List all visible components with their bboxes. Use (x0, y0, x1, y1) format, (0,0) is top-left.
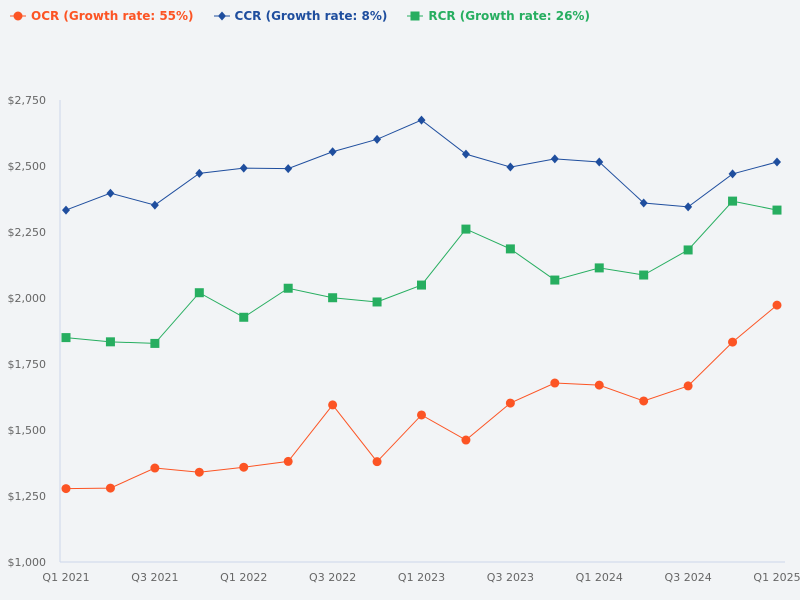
y-tick-label: $2,000 (8, 292, 47, 305)
x-tick-label: Q3 2022 (309, 571, 356, 584)
data-point (105, 483, 115, 493)
series-circle (61, 300, 782, 494)
data-point (461, 149, 470, 159)
data-point (505, 398, 515, 408)
y-tick-label: $1,500 (8, 424, 47, 437)
data-point (195, 168, 204, 178)
series-diamond (62, 115, 781, 215)
data-point (772, 300, 782, 310)
x-tick-label: Q3 2021 (131, 571, 178, 584)
data-point (550, 154, 559, 164)
data-point (372, 457, 382, 467)
data-point (594, 380, 604, 390)
x-tick-label: Q1 2022 (220, 571, 267, 584)
data-point (461, 435, 471, 445)
data-point (373, 134, 382, 144)
data-point (639, 198, 648, 208)
y-tick-label: $2,500 (8, 160, 47, 173)
y-tick-label: $2,250 (8, 226, 47, 239)
series-line (65, 304, 778, 490)
data-point (639, 270, 649, 280)
legend-label: OCR (Growth rate: 55%) (31, 9, 194, 23)
data-point (61, 484, 71, 494)
legend-diamond-icon (213, 11, 230, 21)
y-tick-label: $1,250 (8, 490, 47, 503)
legend-marker (13, 11, 23, 21)
series-line (65, 119, 778, 211)
data-point (150, 338, 160, 348)
x-tick-label: Q3 2023 (487, 571, 534, 584)
x-tick-label: Q1 2021 (42, 571, 89, 584)
data-point (728, 196, 738, 206)
data-point (62, 205, 70, 215)
data-point (284, 164, 293, 174)
data-point (150, 200, 159, 210)
data-point (461, 224, 471, 234)
data-point (728, 169, 737, 179)
data-point (595, 157, 604, 167)
data-point (505, 244, 515, 254)
legend: OCR (Growth rate: 55%) CCR (Growth rate: … (10, 9, 590, 23)
y-tick-label: $1,750 (8, 358, 47, 371)
data-point (150, 463, 160, 473)
data-point (194, 288, 204, 298)
legend-label: CCR (Growth rate: 8%) (234, 9, 388, 23)
data-point (683, 381, 693, 391)
y-tick-label: $1,000 (8, 556, 47, 569)
series-square (61, 196, 782, 348)
legend-square-icon (407, 11, 424, 21)
data-point (239, 462, 249, 472)
data-point (372, 297, 382, 307)
data-point (772, 205, 782, 215)
data-point (728, 337, 738, 347)
data-point (550, 275, 560, 285)
data-point (773, 157, 781, 167)
data-point (684, 202, 693, 212)
data-point (328, 147, 337, 157)
data-point (328, 400, 338, 410)
data-point (417, 115, 426, 125)
data-point (328, 293, 338, 303)
data-point (417, 280, 426, 290)
data-point (106, 188, 115, 198)
data-point (105, 337, 115, 347)
data-point (683, 245, 693, 255)
legend-circle-icon (10, 11, 26, 21)
series-line (65, 200, 778, 344)
legend-marker (217, 11, 226, 21)
data-point (61, 333, 71, 343)
data-point (283, 283, 293, 293)
data-point (594, 263, 604, 273)
data-point (550, 378, 560, 388)
data-point (283, 456, 293, 466)
x-tick-label: Q1 2025 (753, 571, 800, 584)
legend-item[interactable]: CCR (Growth rate: 8%) (213, 9, 388, 23)
data-point (417, 410, 426, 420)
data-point (239, 312, 249, 322)
data-point (639, 396, 649, 406)
y-tick-label: $2,750 (8, 94, 47, 107)
x-tick-label: Q1 2023 (398, 571, 445, 584)
legend-marker (410, 11, 420, 21)
x-tick-label: Q3 2024 (665, 571, 712, 584)
data-point (194, 467, 204, 477)
data-point (239, 163, 248, 173)
x-tick-label: Q1 2024 (576, 571, 623, 584)
legend-item[interactable]: RCR (Growth rate: 26%) (407, 9, 590, 23)
legend-item[interactable]: OCR (Growth rate: 55%) (10, 9, 194, 23)
legend-label: RCR (Growth rate: 26%) (428, 9, 590, 23)
data-point (506, 162, 515, 172)
